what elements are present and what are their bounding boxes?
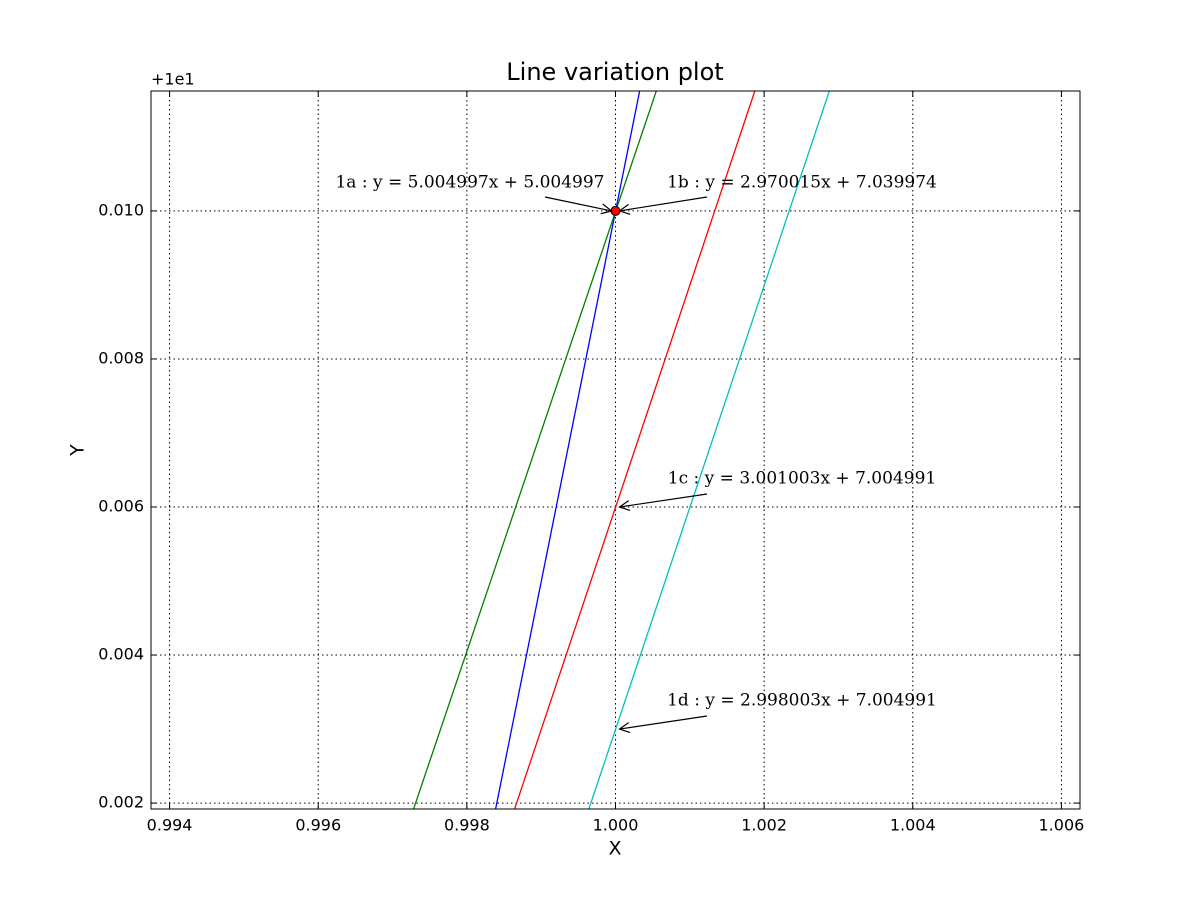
annotation-text: 1d : y = 2.998003x + 7.004991: [667, 691, 937, 711]
series-line: [588, 91, 831, 809]
x-tick-label: 0.996: [295, 816, 341, 835]
x-tick-label: 0.998: [444, 816, 490, 835]
x-tick-label: 1.002: [741, 816, 787, 835]
series-line: [513, 91, 756, 809]
plot-frame: [150, 90, 1081, 810]
x-tick-label: 0.994: [147, 816, 193, 835]
marker-point: [610, 205, 621, 216]
x-tick-label: 1.006: [1039, 816, 1085, 835]
x-tick-label: 1.004: [890, 816, 936, 835]
x-axis-label: X: [608, 838, 621, 860]
annotation-arrow: [544, 196, 612, 211]
y-offset-label: +1e1: [151, 70, 195, 89]
annotation-arrow: [620, 196, 708, 211]
y-tick-label: 0.002: [98, 793, 144, 812]
series-line: [412, 91, 657, 809]
annotation-arrow: [620, 493, 708, 507]
chart-title: Line variation plot: [506, 58, 723, 86]
y-tick-label: 0.004: [98, 645, 144, 664]
y-tick-label: 0.008: [98, 348, 144, 367]
annotation-text: 1b : y = 2.970015x + 7.039974: [667, 173, 937, 193]
y-tick-label: 0.010: [98, 200, 144, 219]
plot-area: [412, 91, 831, 809]
y-tick-label: 0.006: [98, 496, 144, 515]
series-line: [494, 91, 641, 809]
annotation-text: 1c : y = 3.001003x + 7.004991: [668, 469, 936, 489]
annotation-text: 1a : y = 5.004997x + 5.004997: [335, 173, 604, 193]
x-tick-label: 1.000: [593, 816, 639, 835]
annotation-arrow: [620, 715, 708, 729]
y-axis-label: Y: [67, 444, 89, 457]
